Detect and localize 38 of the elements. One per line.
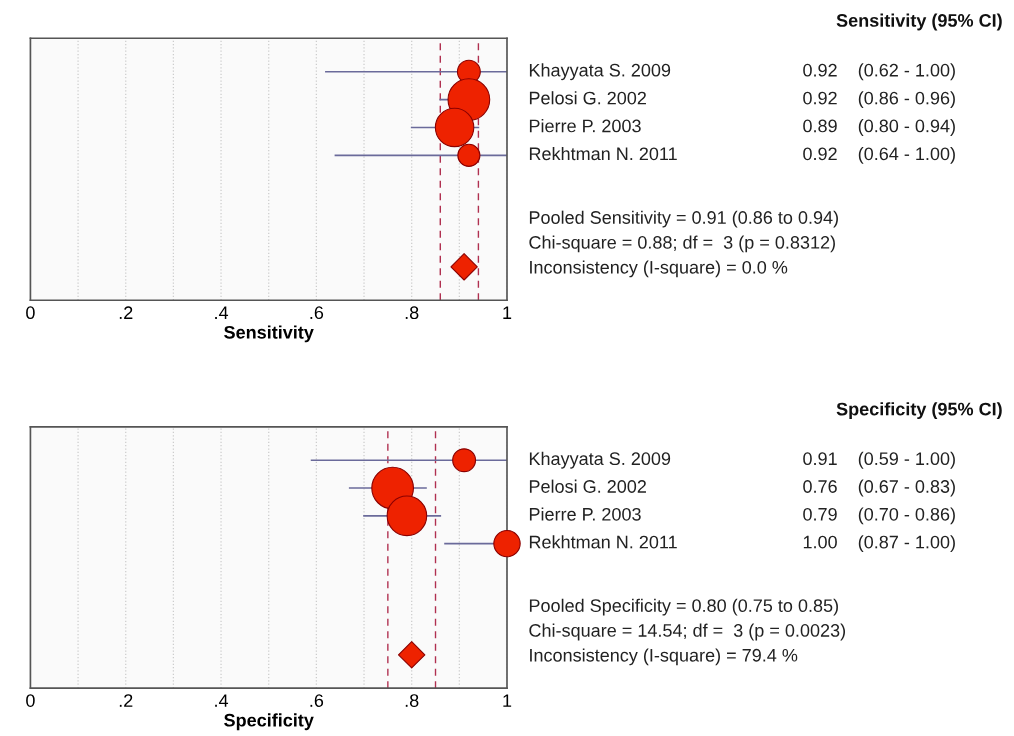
data-label: 0.91 (0.59 - 1.00) <box>803 451 955 469</box>
data-label: 0.76 (0.67 - 0.83) <box>803 479 955 497</box>
y-tick-label: Pelosi G. 2002 <box>529 479 646 493</box>
y-tick-label: Pierre P. 2003 <box>529 119 641 133</box>
x-tick-label: .4 <box>215 694 229 707</box>
text: Pooled Specificity = 0.80 (0.75 to 0.85) <box>529 598 838 616</box>
data-label: 0.92 (0.64 - 1.00) <box>803 146 955 164</box>
data-label: 0.92 (0.86 - 0.96) <box>803 91 955 108</box>
y-tick-label: Khayyata S. 2009 <box>529 451 671 469</box>
text: Sensitivity (95% CI) <box>836 13 1002 31</box>
y-tick-label: Rekhtman N. 2011 <box>529 146 677 161</box>
text: Chi-square = 14.54; df = 3 (p = 0.0023) <box>529 623 846 641</box>
y-tick-label: Rekhtman N. 2011 <box>529 535 677 549</box>
text: Chi-square = 0.88; df = 3 (p = 0.8312) <box>529 235 835 253</box>
text: Specificity (95% CI) <box>836 402 1002 420</box>
x-tick-label: 1 <box>503 306 512 319</box>
x-tick-label: .4 <box>215 306 229 319</box>
data-label: 0.92 (0.62 - 1.00) <box>803 63 955 81</box>
x-tick-label: .2 <box>119 694 133 707</box>
x-tick-label: .2 <box>119 306 133 319</box>
x-tick-label: .8 <box>405 694 419 707</box>
text: Inconsistency (I-square) = 0.0 % <box>530 260 788 278</box>
data-label: 1.00 (0.87 - 1.00) <box>803 535 955 553</box>
x-tick-label: 1 <box>503 694 512 707</box>
y-tick-label: Pierre P. 2003 <box>529 507 641 521</box>
x-tick-label: .8 <box>405 306 419 320</box>
text: Inconsistency (I-square) = 79.4 % <box>530 648 798 666</box>
data-label: 0.89 (0.80 - 0.94) <box>803 119 955 136</box>
x-axis-title: Sensitivity <box>224 325 314 343</box>
x-tick-label: 0 <box>26 694 35 707</box>
x-axis-title: Specificity <box>224 713 314 731</box>
x-tick-label: 0 <box>26 306 35 320</box>
text: Pooled Sensitivity = 0.91 (0.86 to 0.94) <box>529 210 838 228</box>
x-tick-label: .6 <box>310 306 324 320</box>
x-tick-label: .6 <box>310 694 324 707</box>
y-tick-label: Pelosi G. 2002 <box>529 91 646 105</box>
y-tick-label: Khayyata S. 2009 <box>529 63 671 81</box>
data-label: 0.79 (0.70 - 0.86) <box>803 507 955 525</box>
